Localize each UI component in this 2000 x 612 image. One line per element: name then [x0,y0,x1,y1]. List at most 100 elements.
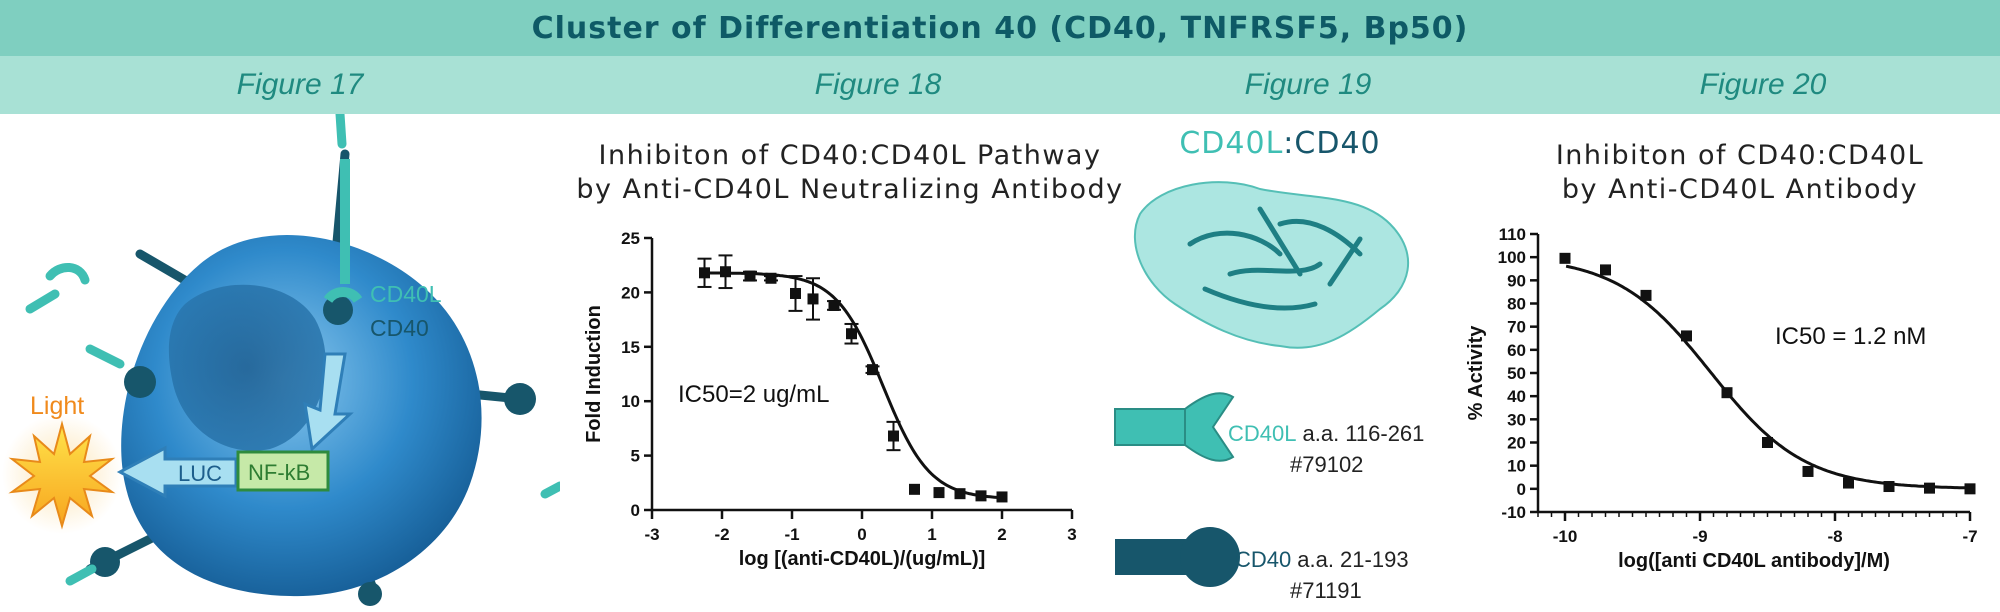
data-point [1640,289,1652,301]
cd40l-label: CD40L [370,281,442,307]
cd40-label: CD40 [370,315,429,341]
cd40l-legend-name: CD40L [1228,421,1296,446]
chart-percent-activity: -10 0 10 20 30 40 50 60 70 80 90 100 110 -10 -9 -8 -7 log… [1465,225,1978,572]
data-point [744,270,756,282]
cell-illustration: CD40L CD40 LUC NF-kB Light [2,109,565,606]
data-point [828,299,840,311]
x-tick-label: 3 [1067,525,1076,544]
fit-curve [1565,264,1970,490]
receptor-heads [90,295,536,606]
figure-17-panel: CD40L CD40 LUC NF-kB Light [0,109,565,607]
nucleus [168,284,326,451]
data-point [975,490,987,502]
chart2-title-line1: Inhibiton of CD40:CD40L [1555,140,1925,171]
data-point [807,293,819,305]
y-tick-label: 0 [1517,480,1526,499]
y-axis-label: % Activity [1465,325,1487,421]
nfkb-box [236,450,330,492]
protein-structure-and-legend: CD40L a.a. 116-261 #79102 CD40 a.a. 21-193… [1114,181,1424,603]
ic50-annotation: IC50=2 ug/mL [678,381,829,408]
data-point [867,364,878,376]
y-tick-label: 100 [1498,248,1526,267]
cd40-catalog: #71191 [1290,578,1362,603]
y-tick-label: 10 [621,392,640,411]
x-axis-label: log [(anti-CD40L)/(ug/mL)] [739,548,986,570]
protein-structure-image [1134,181,1409,349]
data-point [1762,437,1773,448]
data-point [909,483,920,495]
y-tick-label: 30 [1507,410,1526,429]
y-tick-label: 50 [1507,364,1526,383]
y-tick-label: 40 [1507,387,1526,406]
data-point [1721,387,1733,399]
y-tick-label: -10 [1501,503,1526,522]
y-tick-label: 15 [621,338,640,357]
cd40l-legend-line1: CD40L a.a. 116-261 [1228,421,1424,446]
y-tick-label: 70 [1507,318,1526,337]
chart2-title: Inhibiton of CD40:CD40L by Anti-CD40L An… [1480,139,2000,207]
chart1-title-line2: by Anti-CD40L Neutralizing Antibody [576,174,1124,205]
cd40l-catalog: #79102 [1290,452,1363,477]
data-point [846,328,857,340]
header-banner: Cluster of Differentiation 40 (CD40, TNF… [0,0,2000,56]
x-tick-label: -7 [1962,527,1977,546]
figure-18-label: Figure 18 [814,68,942,101]
y-axis-label: Fold Induction [583,305,605,443]
y-tick-label: 5 [631,447,640,466]
y-tick-label: 80 [1507,295,1526,314]
y-tick-label: 0 [631,501,640,520]
cd40l-top [323,159,363,304]
figure-20-label: Figure 20 [1699,68,1827,101]
x-tick-label: -9 [1692,527,1707,546]
data-point [699,267,710,279]
data-point [1600,264,1611,276]
data-point [720,266,731,278]
data-point [933,487,945,499]
data-point [1802,465,1814,477]
bound-ligands [65,109,565,586]
figure-17-label: Figure 17 [236,68,364,101]
luc-arrow-box [116,445,238,499]
nfkb-label: NF-kB [248,460,310,485]
x-tick-label: -2 [714,525,729,544]
data-point [996,491,1008,503]
x-tick-label: 0 [857,525,866,544]
x-tick-label: -1 [784,525,799,544]
page-title: Cluster of Differentiation 40 (CD40, TNF… [531,10,1469,46]
data-point [1964,483,1976,495]
cd40l-legend-range: a.a. 116-261 [1302,421,1424,446]
x-tick-label: -3 [644,525,659,544]
cd40-symbol-icon [1115,527,1240,587]
y-tick-label: 10 [1507,457,1526,476]
y-tick-label: 110 [1499,225,1526,244]
data-point [954,488,966,500]
protein-title-part1: CD40L [1179,126,1284,161]
x-tick-label: 1 [927,525,936,544]
cd40-legend-range: a.a. 21-193 [1297,547,1408,572]
protein-title-sep: : [1283,126,1295,161]
data-point [1559,252,1571,264]
x-tick-label: -10 [1553,527,1578,546]
protein-title: CD40L:CD40 [1110,126,1450,161]
data-point [1883,481,1895,493]
data-point [765,272,777,284]
figure-19-label: Figure 19 [1244,68,1372,101]
cd40-legend-line1: CD40 a.a. 21-193 [1235,547,1409,572]
chart-fold-induction: 0 5 10 15 20 25 -3 -2 -1 0 1 2 3 log [(anti-CD40L)/(u… [583,229,1077,570]
ic50-annotation: IC50 = 1.2 nM [1775,323,1926,350]
cd40l-symbol-icon [1114,392,1235,462]
y-tick-label: 25 [621,229,640,248]
figure-label-bar: Figure 17 Figure 18 Figure 19 Figure 20 [0,56,2000,114]
light-label: Light [30,392,84,420]
luc-label: LUC [178,461,222,486]
data-point [1924,482,1935,494]
y-tick-label: 20 [621,283,640,302]
figure-19-panel: CD40L:CD40 CD40L a.a. 116-261 #79102 CD40… [1110,114,1450,607]
data-point [1843,477,1854,489]
y-tick-label: 60 [1507,341,1526,360]
protein-title-part2: CD40 [1294,126,1381,161]
x-tick-label: -8 [1827,527,1842,546]
signal-arrow [303,352,354,453]
protein-ribbons [1187,206,1363,311]
data-point [888,430,899,442]
